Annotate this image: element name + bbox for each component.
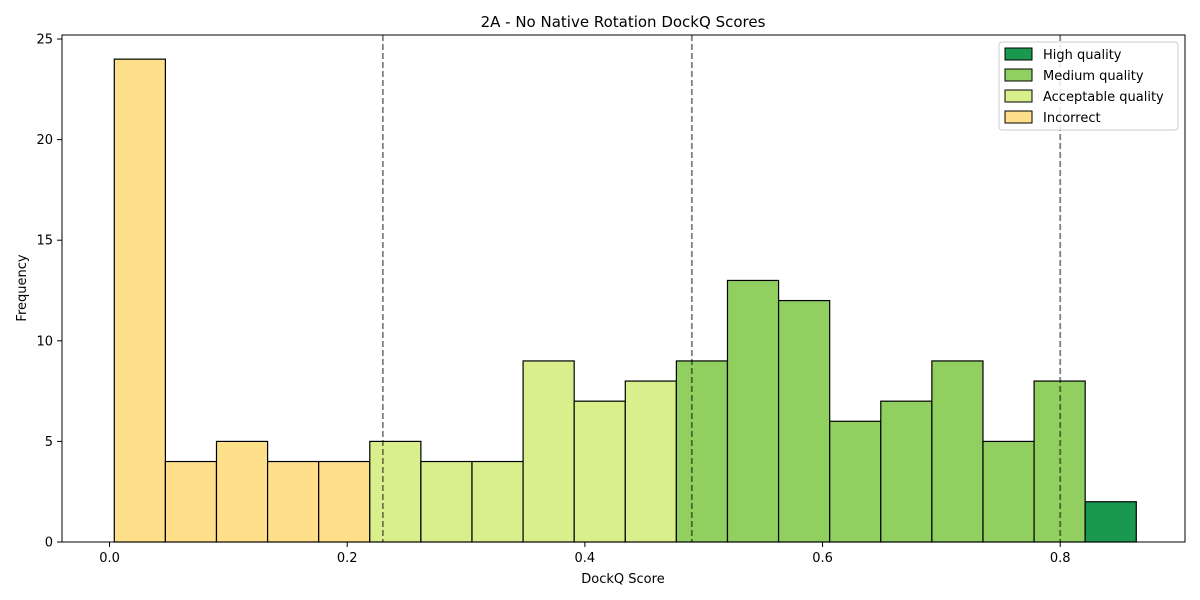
x-tick-label: 0.4	[575, 551, 596, 566]
x-tick-label: 0.0	[99, 551, 120, 566]
histogram-bar	[420, 460, 473, 543]
legend-label: Medium quality	[1043, 69, 1144, 84]
histogram-bar	[726, 279, 780, 543]
histogram-bar	[982, 440, 1035, 543]
legend-swatch	[1004, 89, 1033, 103]
histogram-bar	[777, 299, 831, 543]
histogram-bar	[266, 460, 320, 543]
y-tick-label: 25	[36, 33, 53, 48]
legend-box	[998, 41, 1179, 131]
bars-layer	[113, 58, 1137, 543]
y-tick-label: 5	[45, 435, 53, 450]
x-axis-ticks: 0.0 0.2 0.4 0.6 0.8	[99, 542, 1071, 566]
y-axis-ticks: 0 5 10 15 20 25	[36, 33, 62, 551]
histogram-bar	[164, 460, 218, 543]
histogram-bar	[931, 360, 984, 543]
y-tick-label: 0	[45, 536, 53, 551]
plot-frame	[61, 34, 1186, 543]
histogram-bar	[573, 400, 626, 543]
y-tick-label: 10	[36, 334, 53, 349]
histogram-bar	[675, 360, 729, 543]
histogram-bar	[369, 440, 422, 543]
legend-label: Incorrect	[1043, 111, 1101, 126]
histogram-bar	[880, 400, 933, 543]
histogram-bar	[318, 460, 371, 543]
histogram-bar	[215, 440, 269, 543]
legend-swatch	[1004, 110, 1033, 124]
x-tick-label: 0.8	[1050, 551, 1071, 566]
legend: High quality Medium quality Acceptable qua…	[998, 41, 1179, 131]
x-axis-label: DockQ Score	[581, 572, 664, 587]
y-tick-label: 15	[36, 234, 53, 249]
histogram-bar	[624, 380, 677, 543]
histogram-bar	[471, 460, 524, 543]
histogram-bar	[1084, 501, 1137, 543]
x-tick-label: 0.6	[812, 551, 833, 566]
x-tick-label: 0.2	[337, 551, 358, 566]
y-axis-label: Frequency	[15, 254, 30, 321]
legend-label: Acceptable quality	[1043, 90, 1164, 105]
histogram-bar	[829, 420, 882, 543]
chart-title: 2A - No Native Rotation DockQ Scores	[481, 13, 766, 31]
histogram-bar	[522, 360, 575, 543]
legend-label: High quality	[1043, 48, 1122, 63]
y-tick-label: 20	[36, 133, 53, 148]
histogram-bar	[113, 58, 166, 543]
legend-swatch	[1004, 47, 1033, 61]
legend-swatch	[1004, 68, 1033, 82]
